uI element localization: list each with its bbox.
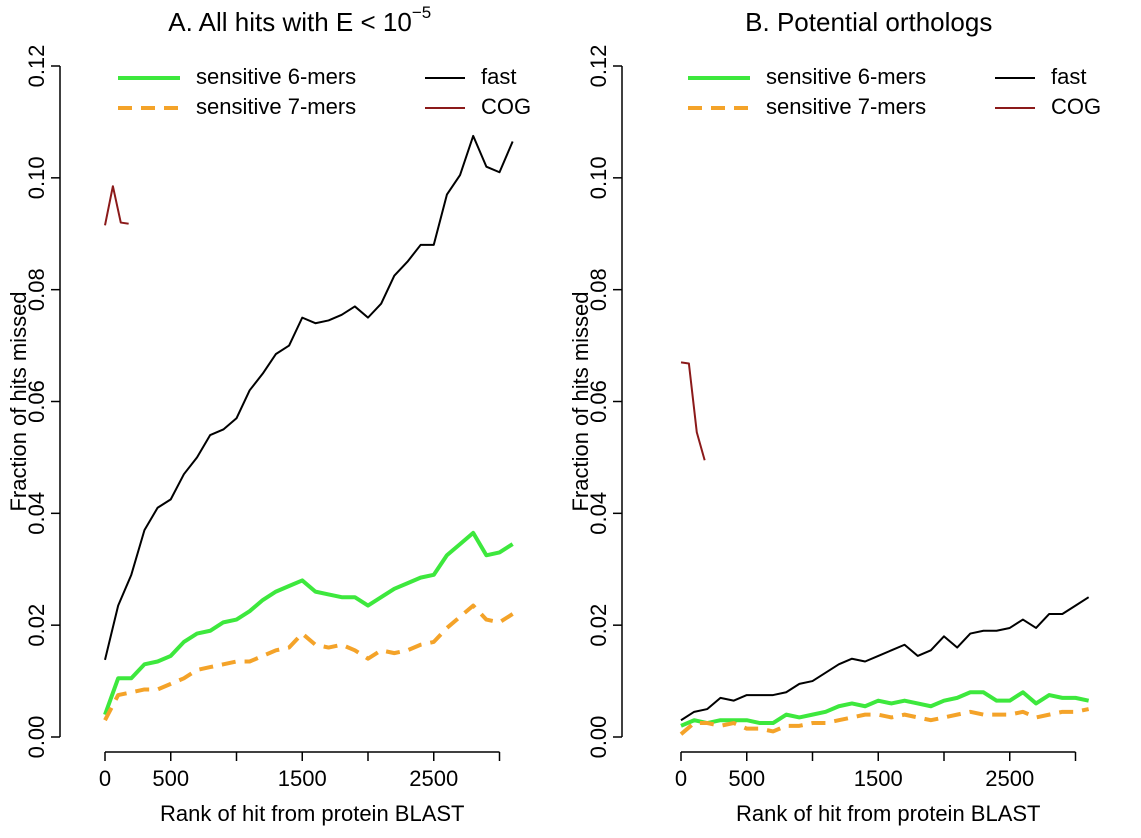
title-superscript: −5 [412, 3, 431, 22]
series-line [680, 361, 706, 461]
x-tick-label: 1500 [278, 766, 327, 791]
chart-title: B. Potential orthologs [745, 7, 992, 37]
y-tick-label: 0.04 [24, 492, 49, 535]
y-tick-label: 0.02 [586, 604, 611, 647]
series-line [679, 707, 1090, 736]
y-tick-label: 0.00 [24, 716, 49, 759]
legend-label: fast [1051, 64, 1086, 89]
legend-label: COG [1051, 94, 1101, 119]
y-tick-label: 0.00 [586, 716, 611, 759]
x-axis-label: Rank of hit from protein BLAST [736, 801, 1040, 826]
x-tick-label: 500 [152, 766, 189, 791]
x-tick-label: 0 [675, 766, 687, 791]
y-tick-label: 0.06 [24, 380, 49, 423]
y-tick-label: 0.12 [586, 45, 611, 88]
y-tick-label: 0.12 [24, 45, 49, 88]
y-tick-label: 0.04 [586, 492, 611, 535]
y-tick-label: 0.10 [24, 156, 49, 199]
x-axis-label: Rank of hit from protein BLAST [160, 801, 464, 826]
x-tick-label: 0 [99, 766, 111, 791]
y-axis-label: Fraction of hits missed [568, 291, 593, 511]
y-axis-label: Fraction of hits missed [6, 291, 31, 511]
legend-label: sensitive 7-mers [766, 94, 926, 119]
y-tick-label: 0.08 [24, 268, 49, 311]
y-tick-label: 0.10 [586, 156, 611, 199]
title-text: A. All hits with E < 10 [168, 7, 412, 37]
legend-label: sensitive 7-mers [196, 94, 356, 119]
y-tick-label: 0.02 [24, 604, 49, 647]
x-tick-label: 2500 [985, 766, 1034, 791]
x-tick-label: 1500 [854, 766, 903, 791]
chart-title: A. All hits with E < 10−5 [168, 3, 431, 36]
legend-label: sensitive 6-mers [196, 64, 356, 89]
x-tick-label: 500 [728, 766, 765, 791]
legend-label: sensitive 6-mers [766, 64, 926, 89]
series-line [103, 530, 514, 716]
y-tick-label: 0.06 [586, 380, 611, 423]
series-line [680, 596, 1090, 722]
legend-label: COG [481, 94, 531, 119]
x-tick-label: 2500 [409, 766, 458, 791]
series-line [103, 603, 514, 722]
series-line [104, 185, 129, 226]
series-line [680, 690, 1090, 728]
series-line [104, 134, 514, 661]
legend-label: fast [481, 64, 516, 89]
y-tick-label: 0.08 [586, 268, 611, 311]
title-text: B. Potential orthologs [745, 7, 992, 37]
